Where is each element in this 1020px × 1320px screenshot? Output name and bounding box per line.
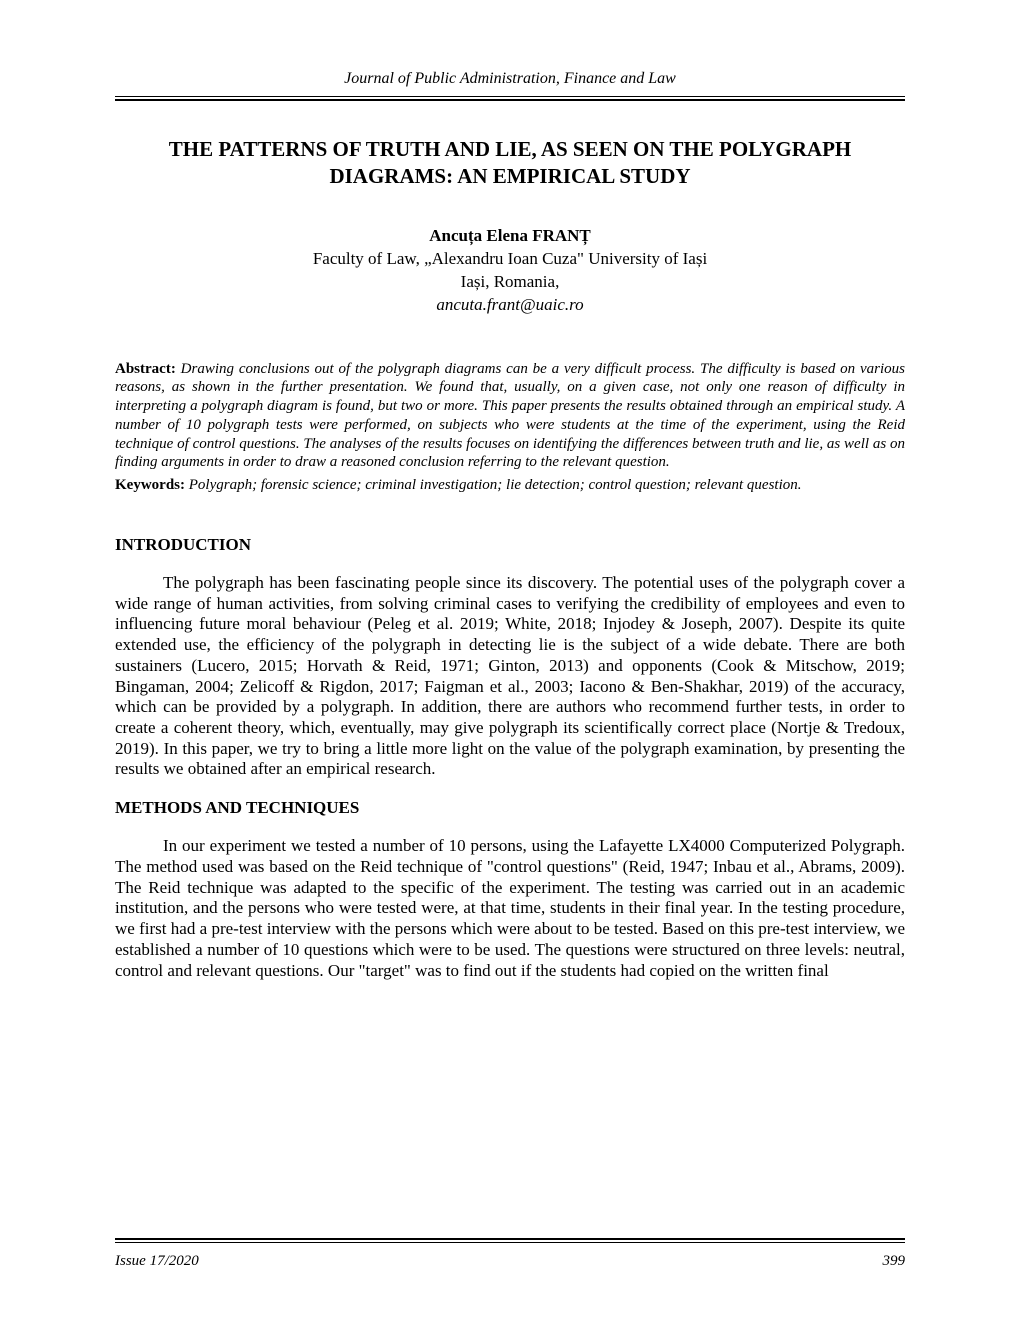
methods-paragraph: In our experiment we tested a number of … <box>115 836 905 981</box>
introduction-heading: INTRODUCTION <box>115 535 905 555</box>
author-affiliation: Faculty of Law, „Alexandru Ioan Cuza" Un… <box>115 249 905 269</box>
keywords-block: Keywords: Polygraph; forensic science; c… <box>115 476 905 495</box>
paper-title: THE PATTERNS OF TRUTH AND LIE, AS SEEN O… <box>115 136 905 191</box>
issue-label: Issue 17/2020 <box>115 1253 199 1270</box>
author-location: Iași, Romania, <box>115 272 905 292</box>
footer-rule <box>115 1238 905 1243</box>
footer-content: Issue 17/2020 399 <box>115 1253 905 1270</box>
abstract-label: Abstract: <box>115 361 181 377</box>
author-name: Ancuța Elena FRANȚ <box>115 226 905 246</box>
page-number: 399 <box>883 1253 906 1270</box>
keywords-label: Keywords: <box>115 477 189 493</box>
page-footer: Issue 17/2020 399 <box>115 1238 905 1270</box>
methods-heading: METHODS AND TECHNIQUES <box>115 798 905 818</box>
journal-header: Journal of Public Administration, Financ… <box>115 70 905 88</box>
author-email: ancuta.frant@uaic.ro <box>115 295 905 315</box>
header-rule <box>115 96 905 101</box>
abstract-block: Abstract: Drawing conclusions out of the… <box>115 360 905 473</box>
keywords-text: Polygraph; forensic science; criminal in… <box>189 477 802 493</box>
introduction-paragraph: The polygraph has been fascinating peopl… <box>115 573 905 780</box>
abstract-text: Drawing conclusions out of the polygraph… <box>115 361 905 471</box>
